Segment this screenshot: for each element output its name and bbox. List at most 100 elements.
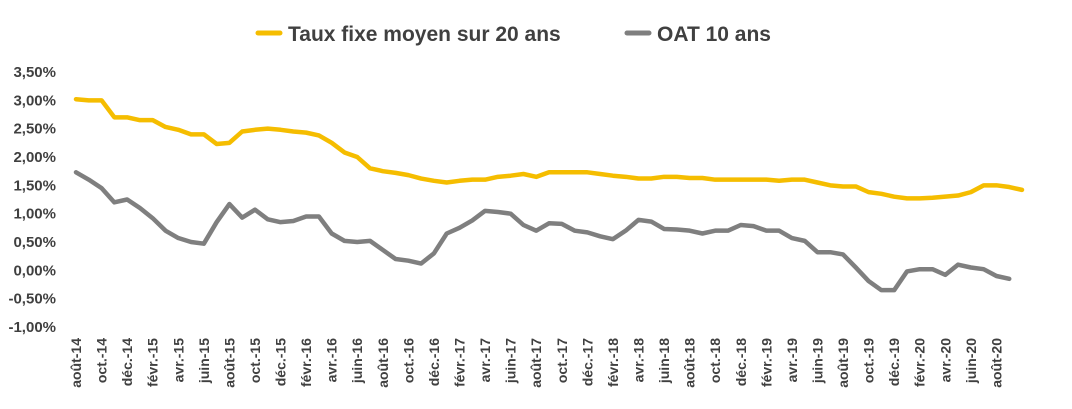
- data-point: [227, 202, 232, 206]
- data-point: [636, 218, 641, 222]
- data-point: [406, 173, 410, 177]
- data-point: [483, 209, 487, 213]
- data-point: [841, 252, 845, 257]
- data-point: [713, 178, 717, 182]
- data-point: [636, 176, 641, 181]
- data-point: [547, 170, 551, 174]
- x-tick-label: avr.-15: [170, 338, 186, 383]
- y-tick-label: 0,50%: [13, 234, 56, 251]
- y-tick-label: 2,00%: [13, 149, 56, 166]
- series-line: [73, 170, 1012, 293]
- data-point: [892, 288, 896, 292]
- data-point: [892, 195, 896, 199]
- data-point: [445, 180, 449, 185]
- data-point: [138, 118, 142, 122]
- data-point: [355, 240, 359, 244]
- data-point: [700, 176, 705, 180]
- data-point: [662, 227, 666, 231]
- data-point: [560, 222, 564, 226]
- data-point: [764, 178, 768, 182]
- data-point: [956, 263, 960, 267]
- data-point: [598, 234, 602, 238]
- data-point: [611, 174, 615, 178]
- y-tick-label: 3,00%: [13, 92, 56, 109]
- data-point: [483, 178, 487, 182]
- data-point: [457, 226, 462, 230]
- data-point: [521, 172, 526, 176]
- data-point: [87, 178, 91, 182]
- data-point: [662, 175, 666, 179]
- data-point: [74, 170, 78, 174]
- x-tick-label: déc.-19: [886, 338, 902, 386]
- data-point: [982, 267, 986, 271]
- x-tick-label: avr.-17: [477, 338, 493, 383]
- data-point: [879, 192, 883, 196]
- data-point: [470, 178, 474, 182]
- x-tick-label: août-14: [68, 338, 84, 388]
- data-point: [278, 128, 283, 132]
- data-point: [253, 208, 257, 212]
- data-point: [189, 240, 193, 244]
- data-point: [266, 127, 270, 131]
- data-point: [534, 175, 538, 179]
- x-tick-label: févr.-19: [758, 338, 774, 387]
- data-point: [317, 133, 321, 138]
- data-point: [496, 175, 500, 179]
- data-point: [828, 250, 832, 254]
- data-point: [368, 239, 372, 243]
- data-point: [227, 141, 232, 145]
- data-point: [138, 206, 142, 210]
- x-tick-label: oct.-14: [94, 338, 110, 383]
- data-point: [202, 132, 206, 136]
- y-axis: 3,50% 3,00% 2,50% 2,00% 1,50% 1,00% 0,50% 0,00%…: [8, 64, 56, 336]
- legend-label-oat: OAT 10 ans: [657, 23, 771, 46]
- data-point: [713, 229, 717, 233]
- data-point: [854, 265, 858, 270]
- x-tick-label: avr.-16: [324, 338, 340, 383]
- data-point: [700, 231, 705, 236]
- series-oat: [73, 170, 1012, 293]
- x-axis: août-14 oct.-14 déc.-14 févr.-15 avr.-15 juin…: [68, 338, 1004, 388]
- data-point: [764, 229, 768, 233]
- data-point: [342, 239, 347, 243]
- data-point: [866, 190, 871, 194]
- data-point: [534, 229, 538, 233]
- data-point: [253, 128, 257, 132]
- x-tick-label: avr.-18: [630, 338, 646, 383]
- x-tick-label: juin-15: [196, 338, 212, 384]
- x-tick-label: févr.-16: [298, 338, 314, 387]
- x-tick-label: juin-16: [349, 338, 365, 384]
- data-point: [905, 196, 909, 200]
- x-tick-label: juin-19: [809, 338, 825, 384]
- data-point: [1020, 188, 1024, 192]
- data-point: [739, 178, 743, 182]
- x-tick-label: août-19: [835, 338, 851, 388]
- x-tick-label: oct.-19: [861, 338, 877, 383]
- data-point: [598, 172, 602, 176]
- data-point: [202, 242, 206, 246]
- data-point: [611, 237, 615, 241]
- data-point: [432, 179, 436, 183]
- y-tick-label: 1,50%: [13, 177, 56, 194]
- data-point: [457, 179, 462, 183]
- data-point: [317, 214, 321, 219]
- data-point: [585, 230, 589, 234]
- data-point: [854, 184, 858, 189]
- data-point: [649, 220, 653, 224]
- data-point: [790, 178, 794, 182]
- data-point: [930, 267, 935, 271]
- data-point: [751, 224, 756, 228]
- data-point: [406, 259, 410, 263]
- data-point: [189, 132, 193, 136]
- data-point: [815, 250, 820, 254]
- data-point: [675, 175, 679, 179]
- data-point: [879, 288, 883, 292]
- x-tick-label: août-15: [221, 338, 237, 388]
- data-point: [547, 221, 551, 225]
- x-tick-label: déc.-16: [426, 338, 442, 386]
- data-point: [99, 186, 104, 190]
- y-tick-label: 1,00%: [13, 206, 56, 223]
- x-tick-label: févr.-15: [145, 338, 161, 387]
- data-point: [969, 265, 973, 270]
- x-tick-label: juin-20: [963, 338, 979, 384]
